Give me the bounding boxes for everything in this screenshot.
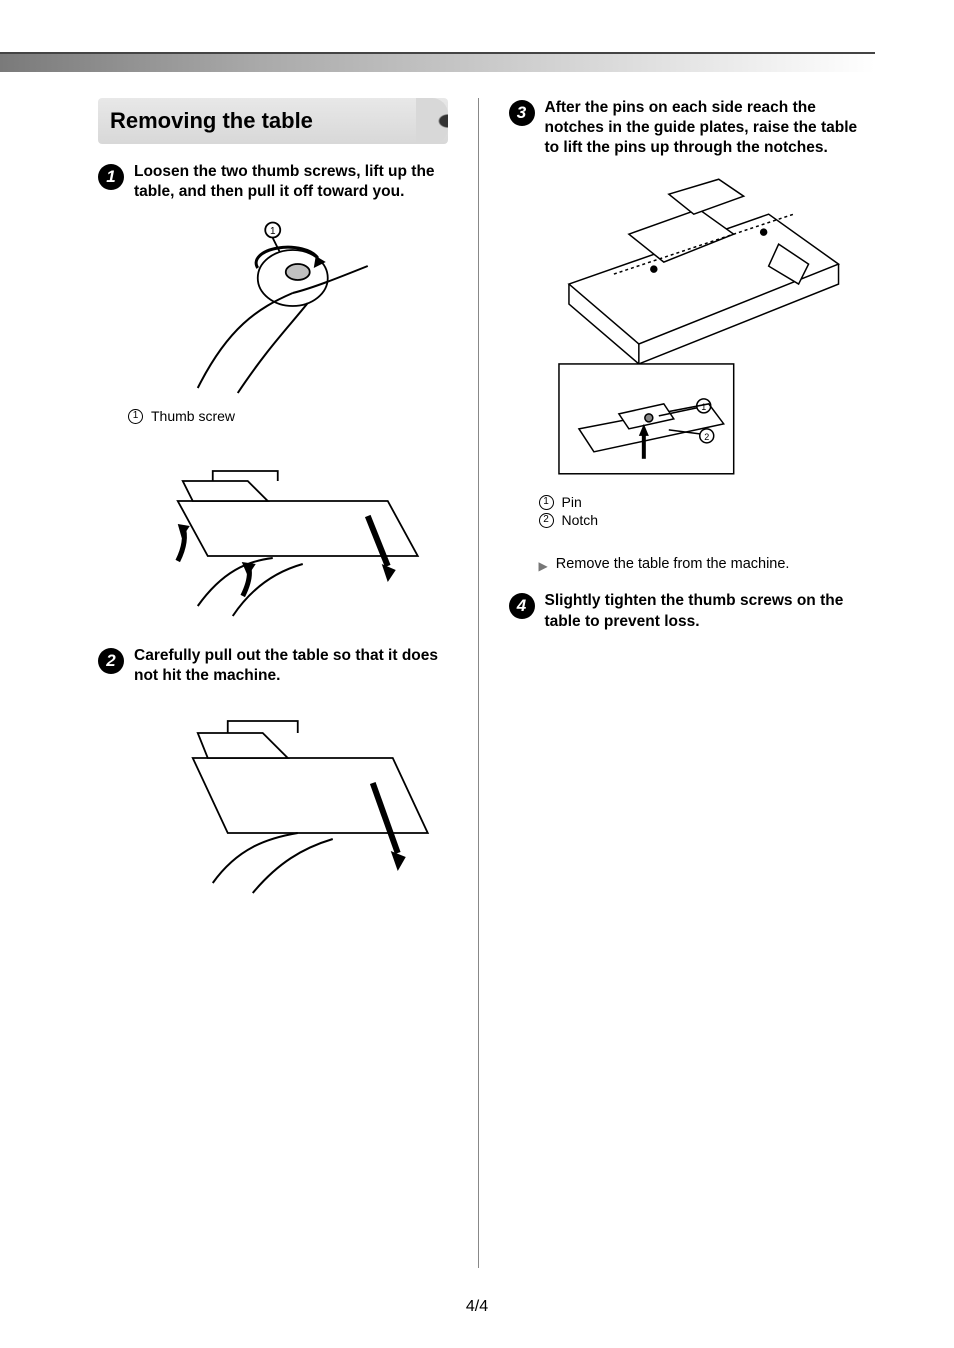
callout-ref-number: 2: [539, 513, 554, 528]
page-content: Removing the table 1 Loosen the two thum…: [98, 98, 858, 1288]
callout-ref-number: 1: [539, 495, 554, 510]
step-1: 1 Loosen the two thumb screws, lift up t…: [98, 162, 448, 202]
callout-row: 2 Notch: [539, 512, 859, 528]
svg-text:1: 1: [701, 402, 706, 412]
page-number: 4/4: [0, 1298, 954, 1316]
svg-text:1: 1: [270, 226, 276, 237]
step-number-badge: 4: [509, 593, 535, 619]
section-title-text: Removing the table: [110, 108, 313, 133]
step-number-badge: 2: [98, 648, 124, 674]
callout-ref-number: 1: [128, 409, 143, 424]
result-text: Remove the table from the machine.: [556, 556, 790, 573]
figure-lift-table: [128, 446, 448, 636]
step-number-badge: 1: [98, 164, 124, 190]
left-column: Removing the table 1 Loosen the two thum…: [98, 98, 448, 1288]
step-text: Carefully pull out the table so that it …: [134, 646, 448, 686]
step-3: 3 After the pins on each side reach the …: [509, 98, 859, 158]
svg-text:2: 2: [704, 432, 709, 442]
callout-row: 1 Pin: [539, 494, 859, 510]
callout-label: Notch: [562, 512, 599, 528]
section-title: Removing the table: [98, 98, 448, 144]
figure-thumb-screw: 1: [128, 218, 448, 398]
step-4: 4 Slightly tighten the thumb screws on t…: [509, 591, 859, 631]
step-number-badge: 3: [509, 100, 535, 126]
figure-pull-table: [128, 703, 448, 903]
step-3-result: ▶ Remove the table from the machine.: [539, 556, 859, 573]
column-divider: [478, 98, 479, 1268]
step-text: Slightly tighten the thumb screws on the…: [545, 591, 859, 631]
right-column: 3 After the pins on each side reach the …: [509, 98, 859, 1288]
step-text: Loosen the two thumb screws, lift up the…: [134, 162, 448, 202]
step-text: After the pins on each side reach the no…: [545, 98, 859, 158]
callout-label: Pin: [562, 494, 582, 510]
page-header-gradient: [0, 52, 875, 72]
figure-1-callouts: 1 Thumb screw: [128, 408, 448, 426]
step-2: 2 Carefully pull out the table so that i…: [98, 646, 448, 686]
triangle-bullet-icon: ▶: [539, 559, 548, 573]
callout-row: 1 Thumb screw: [128, 408, 448, 424]
callout-label: Thumb screw: [151, 408, 235, 424]
figure-pins-notches: 1 2: [539, 174, 859, 484]
figure-3-callouts: 1 Pin 2 Notch: [539, 494, 859, 530]
